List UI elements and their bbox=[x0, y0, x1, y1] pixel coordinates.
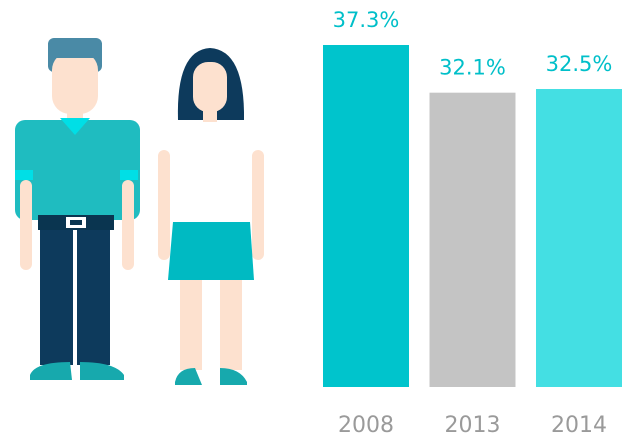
x-tick-label: 2014 bbox=[551, 413, 607, 438]
woman-illustration bbox=[158, 48, 264, 385]
man-illustration bbox=[15, 38, 140, 380]
chart: 37.3% 2008 32.1% 2013 32.5% 2014 bbox=[0, 0, 634, 441]
bar bbox=[536, 89, 622, 387]
value-label: 32.1% bbox=[439, 56, 506, 80]
bar bbox=[323, 45, 409, 387]
x-tick-label: 2008 bbox=[338, 413, 394, 438]
value-label: 37.3% bbox=[333, 8, 400, 32]
value-label: 32.5% bbox=[546, 52, 613, 76]
bar bbox=[430, 93, 516, 387]
x-tick-label: 2013 bbox=[445, 413, 501, 438]
